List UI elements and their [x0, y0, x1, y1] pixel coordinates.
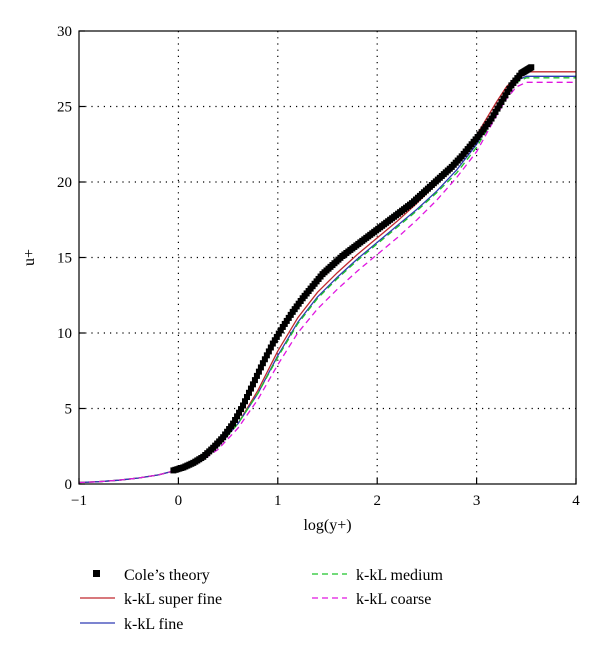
data-point [494, 105, 501, 112]
data-point [528, 64, 535, 71]
data-point [267, 344, 274, 351]
y-tick-label: 10 [57, 326, 72, 342]
series-line-k-kl-fine [78, 75, 576, 484]
legend-item-fine: k-kL fine [80, 616, 183, 633]
data-point [247, 385, 254, 392]
legend-item-coarse: k-kL coarse [312, 591, 431, 608]
data-point [241, 398, 248, 405]
data-point [496, 102, 503, 109]
x-tick-label: 1 [274, 493, 282, 509]
y-tick-label: 15 [57, 251, 72, 267]
data-point [259, 360, 266, 367]
data-point [245, 389, 252, 396]
y-tick-label: 20 [57, 175, 72, 191]
legend: Cole’s theory k-kL super fine k-kL fine … [80, 567, 444, 633]
x-tick-label: 4 [572, 493, 580, 509]
y-tick-label: 0 [65, 477, 73, 493]
legend-item-cole: Cole’s theory [93, 567, 210, 584]
data-point [243, 394, 250, 401]
data-point [279, 323, 286, 330]
x-axis-label: log(y+) [303, 517, 351, 534]
legend-label-fine: k-kL fine [124, 616, 183, 633]
x-tick-label: 0 [175, 493, 183, 509]
data-point [263, 352, 270, 359]
data-point [265, 348, 272, 355]
legend-item-super-fine: k-kL super fine [80, 591, 222, 608]
y-tick-label: 5 [65, 402, 73, 418]
legend-label-medium: k-kL medium [356, 567, 444, 584]
data-point [236, 409, 243, 416]
series-line-k-kl-super-fine [78, 71, 576, 484]
data-point [269, 340, 276, 347]
data-point [287, 311, 294, 318]
data-point [273, 333, 280, 340]
legend-label-super-fine: k-kL super fine [124, 591, 222, 608]
data-point [238, 406, 245, 413]
data-point [232, 416, 239, 423]
data-point [251, 377, 258, 384]
data-point [502, 92, 509, 99]
data-point [230, 420, 237, 427]
series-cole-s-theory [170, 64, 535, 474]
data-point [257, 364, 264, 371]
data-point [277, 327, 284, 334]
data-point [488, 115, 495, 122]
data-point [261, 356, 268, 363]
data-point [498, 98, 505, 105]
series-line-k-kl-medium [78, 77, 576, 484]
data-point [285, 314, 292, 321]
x-tick-label: 2 [373, 493, 381, 509]
data-point [275, 330, 282, 337]
x-tick-label: 3 [473, 493, 481, 509]
data-point [281, 320, 288, 327]
legend-swatch-cole [93, 570, 100, 577]
series-layer [78, 64, 576, 484]
y-tick-label: 25 [57, 100, 72, 116]
data-point [504, 89, 511, 96]
y-axis-label: u+ [21, 249, 38, 266]
legend-item-medium: k-kL medium [312, 567, 444, 584]
data-point [253, 372, 260, 379]
data-point [271, 337, 278, 344]
data-point [234, 413, 241, 420]
data-point [490, 112, 497, 119]
data-point [249, 381, 256, 388]
y-tick-label: 30 [57, 24, 72, 40]
data-point [255, 368, 262, 375]
grid-layer [79, 31, 576, 484]
legend-label-cole: Cole’s theory [124, 567, 210, 584]
data-point [240, 402, 247, 409]
x-tick-label: −1 [71, 493, 87, 509]
data-point [283, 317, 290, 324]
legend-label-coarse: k-kL coarse [356, 591, 431, 608]
data-point [500, 95, 507, 102]
data-point [492, 108, 499, 115]
data-point [506, 85, 513, 92]
